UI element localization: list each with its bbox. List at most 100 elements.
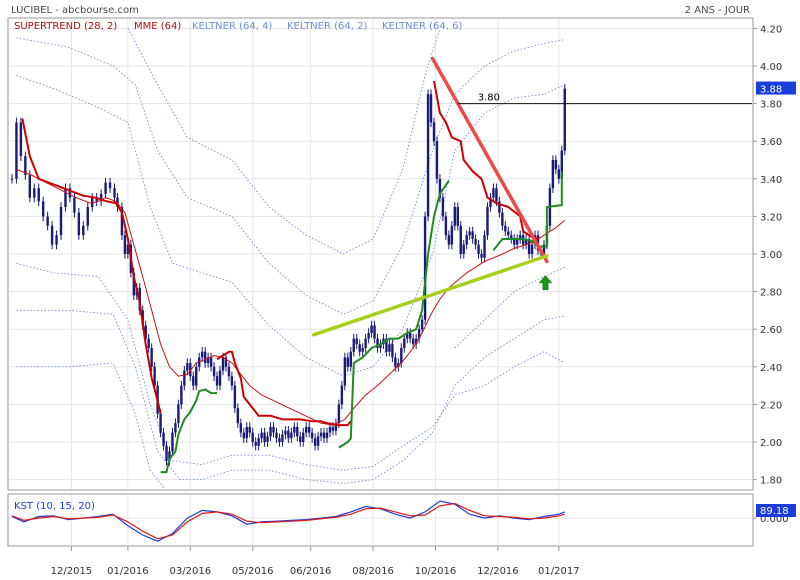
candle-body <box>489 197 492 207</box>
x-tick-label: 01/2017 <box>538 566 580 577</box>
candle-body <box>254 442 257 446</box>
candle-body <box>218 370 222 386</box>
candle-body <box>281 434 284 442</box>
candle-body <box>68 188 72 198</box>
candle-body <box>438 178 442 198</box>
candle-body <box>379 344 382 348</box>
candle-body <box>278 438 281 442</box>
kst-value-badge: 89.18 <box>756 504 796 517</box>
candle-body <box>147 338 150 348</box>
candle-body <box>560 150 563 179</box>
candle-body <box>272 426 275 433</box>
candle-body <box>307 426 311 433</box>
candle-body <box>420 319 424 330</box>
candle-body <box>251 432 254 442</box>
candle-body <box>400 348 403 364</box>
kst-title: KST (10, 15, 20) <box>14 501 95 512</box>
x-tick-label: 05/2016 <box>232 566 274 577</box>
candle-body <box>120 207 124 236</box>
keltner-channels <box>16 28 566 490</box>
candle-body <box>462 244 465 254</box>
candle-body <box>275 432 278 439</box>
y-tick-label: 4.00 <box>760 62 782 73</box>
candle-body <box>397 363 400 367</box>
candle-body <box>180 385 183 405</box>
candle-body <box>316 436 320 446</box>
candle-body <box>113 188 116 198</box>
candle-body <box>510 235 513 239</box>
candle-body <box>361 348 364 352</box>
candle-body <box>192 376 195 386</box>
candle-body <box>10 178 14 180</box>
candle-body <box>290 432 293 439</box>
candle-body <box>132 272 136 296</box>
candle-body <box>313 438 317 446</box>
x-tick-label: 12/2016 <box>477 566 519 577</box>
candle-body <box>242 432 245 439</box>
x-tick-label: 06/2016 <box>290 566 332 577</box>
last-price-value: 3.88 <box>760 85 782 96</box>
candle-body <box>492 188 495 198</box>
candle-body <box>168 451 171 461</box>
y-tick-label: 4.20 <box>760 24 782 35</box>
candle-body <box>19 122 23 157</box>
candle-body <box>337 404 341 424</box>
candle-body <box>498 201 501 213</box>
candle-body <box>563 88 566 151</box>
candle-body <box>459 225 462 254</box>
candle-body <box>305 426 308 433</box>
candle-body <box>55 235 58 245</box>
resistance-label: 3.80 <box>478 93 500 104</box>
candle-body <box>108 182 112 189</box>
ascending-trendline <box>311 254 549 337</box>
candle-body <box>486 207 489 236</box>
candle-body <box>77 212 81 236</box>
candle-body <box>474 238 477 245</box>
candle-body <box>388 344 391 352</box>
price-grid <box>9 19 752 489</box>
candle-body <box>349 351 352 367</box>
candle-body <box>551 160 555 189</box>
candle-body <box>174 423 177 433</box>
candle-body <box>471 231 474 239</box>
candle-body <box>456 207 459 226</box>
candle-body <box>221 357 225 371</box>
candle-body <box>513 238 516 245</box>
candle-body <box>37 188 40 202</box>
candle-body <box>99 193 103 202</box>
candle-body <box>331 426 335 431</box>
legend-keltner-64-2: KELTNER (64, 2) <box>287 21 367 32</box>
candle-body <box>483 235 486 258</box>
candle-body <box>299 436 302 442</box>
last-price-badge: 3.88 <box>756 81 796 96</box>
candle-body <box>41 201 45 217</box>
kst-signal-line <box>11 502 565 540</box>
candle-body <box>385 338 388 352</box>
annotations <box>311 56 553 337</box>
candle-body <box>293 426 296 433</box>
candle-body <box>212 366 216 377</box>
keltner-band <box>16 74 565 377</box>
supertrend-down-segment <box>433 80 539 240</box>
candle-body <box>373 325 376 339</box>
candle-body <box>260 432 263 439</box>
candle-body <box>91 197 94 207</box>
candle-body <box>206 357 210 364</box>
y-tick-label: 2.80 <box>760 288 782 299</box>
candle-body <box>150 348 153 367</box>
x-axis: 12/2015 01/2016 03/2016 05/2016 06/2016 08/20… <box>51 546 580 577</box>
candle-body <box>233 385 237 409</box>
price-y-axis: 4.20 4.00 3.80 3.60 3.40 3.20 3.00 2.80 2.60 2.40… <box>753 24 782 487</box>
candle-body <box>59 207 63 236</box>
candle-body <box>557 169 561 179</box>
candle-body <box>230 376 234 386</box>
candle-body <box>162 432 165 446</box>
candle-body <box>391 344 394 358</box>
candle-body <box>441 197 445 217</box>
candle-body <box>64 188 67 207</box>
resistance-level: 3.80 <box>457 93 752 105</box>
candle-body <box>414 338 418 345</box>
candle-body <box>245 426 248 439</box>
supertrend-up-segment <box>338 180 450 449</box>
candle-body <box>432 122 436 142</box>
